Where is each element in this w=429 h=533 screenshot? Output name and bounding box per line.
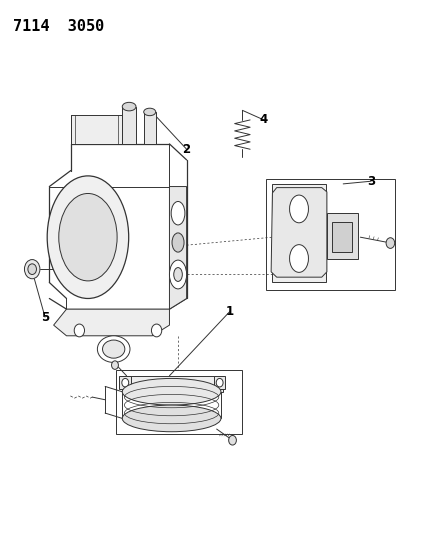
Text: 1: 1	[226, 305, 233, 318]
Circle shape	[386, 238, 395, 248]
Circle shape	[122, 378, 129, 387]
Text: 5: 5	[41, 311, 49, 324]
Ellipse shape	[59, 193, 117, 281]
Ellipse shape	[144, 108, 156, 116]
Bar	[122, 107, 136, 144]
Ellipse shape	[122, 378, 221, 405]
Polygon shape	[71, 115, 122, 144]
Text: 7114  3050: 7114 3050	[13, 19, 104, 34]
Circle shape	[112, 361, 118, 369]
Circle shape	[229, 435, 236, 445]
Polygon shape	[116, 370, 242, 434]
Ellipse shape	[122, 405, 221, 432]
Circle shape	[151, 324, 162, 337]
Ellipse shape	[174, 268, 182, 281]
Polygon shape	[214, 376, 225, 389]
Polygon shape	[169, 187, 187, 309]
Text: 4: 4	[260, 114, 268, 126]
Ellipse shape	[290, 245, 308, 272]
Text: 2: 2	[183, 143, 190, 156]
Ellipse shape	[169, 260, 187, 289]
Polygon shape	[327, 213, 358, 259]
Circle shape	[216, 378, 223, 387]
Polygon shape	[122, 376, 223, 392]
Circle shape	[24, 260, 40, 279]
Polygon shape	[119, 376, 131, 389]
Ellipse shape	[97, 336, 130, 362]
Ellipse shape	[122, 102, 136, 111]
Ellipse shape	[172, 233, 184, 252]
Circle shape	[28, 264, 36, 274]
Ellipse shape	[171, 201, 185, 225]
Circle shape	[74, 324, 85, 337]
Ellipse shape	[290, 195, 308, 223]
Text: 3: 3	[367, 175, 375, 188]
Polygon shape	[271, 188, 327, 277]
Ellipse shape	[103, 340, 125, 358]
Bar	[332, 222, 352, 252]
Ellipse shape	[47, 176, 129, 298]
Polygon shape	[272, 184, 326, 282]
Polygon shape	[54, 309, 169, 336]
Bar	[144, 112, 156, 144]
Polygon shape	[266, 179, 395, 290]
